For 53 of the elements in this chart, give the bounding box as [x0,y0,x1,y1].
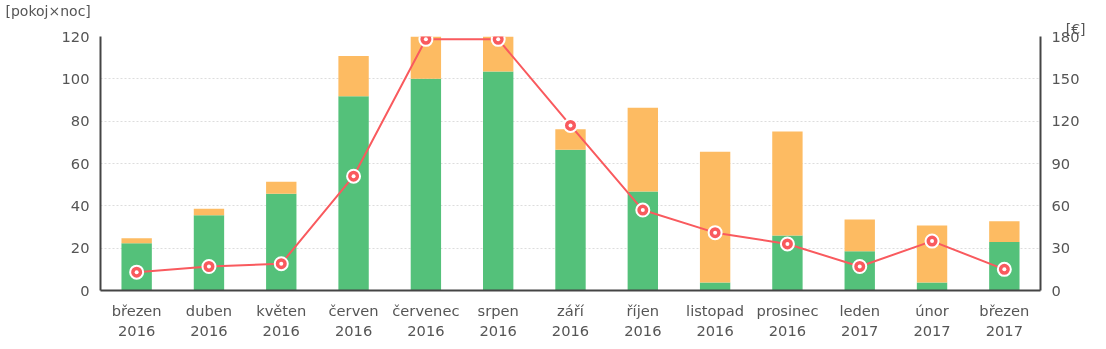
y-tick-label: 40 [70,196,90,214]
y2-tick-label: 0 [1051,281,1061,299]
x-tick-label: červen 2016 [328,301,379,339]
bar [844,219,875,252]
x-tick-label: březen 2017 [979,301,1030,339]
bar [699,282,731,291]
y-tick-label: 100 [61,69,90,87]
x-tick-label: srpen 2016 [477,301,519,339]
bar [410,78,442,291]
bar [699,151,731,283]
y2-tick-label: 120 [1051,112,1080,130]
x-tick-label: září 2016 [551,301,590,339]
bar [121,238,152,244]
y-tick-label: 0 [80,281,90,299]
y-tick-label: 60 [70,154,90,172]
point [563,117,578,133]
point [924,233,940,249]
bar [338,55,369,97]
bar [193,208,225,216]
x-tick-label: březen 2016 [111,301,162,339]
y2-tick-label: 90 [1051,154,1071,172]
bar [266,181,297,194]
x-tick-label: únor 2017 [913,301,951,339]
x-tick-label: říjen 2016 [624,301,662,339]
point [779,236,795,252]
y-tick-label: 120 [61,27,90,45]
point [201,259,217,274]
bar [555,149,586,291]
x-tick-label: červenec 2016 [392,301,460,339]
bar [916,282,948,291]
point [635,202,651,218]
bar [193,215,225,291]
y-tick-label: 20 [70,239,90,257]
point [346,168,362,184]
bar [627,191,658,291]
y2-tick-label: 150 [1051,69,1080,87]
bar [266,193,297,291]
y2-tick-label: 30 [1051,239,1071,257]
x-tick-label: leden 2017 [839,301,881,339]
point [707,225,723,241]
y-tick-label: 80 [70,112,90,130]
y2-tick-label: 60 [1051,196,1071,214]
bar [772,131,803,236]
bar [627,107,658,192]
bar [989,221,1020,243]
bar [483,71,514,291]
point [273,256,289,272]
x-tick-label: květen 2016 [256,301,307,339]
x-tick-label: listopad 2016 [686,301,745,339]
x-tick-label: prosinec 2016 [756,301,819,339]
y-axis-title: [pokoj×noc] [5,2,91,19]
bar [338,96,369,291]
x-tick-label: duben 2016 [185,301,233,339]
